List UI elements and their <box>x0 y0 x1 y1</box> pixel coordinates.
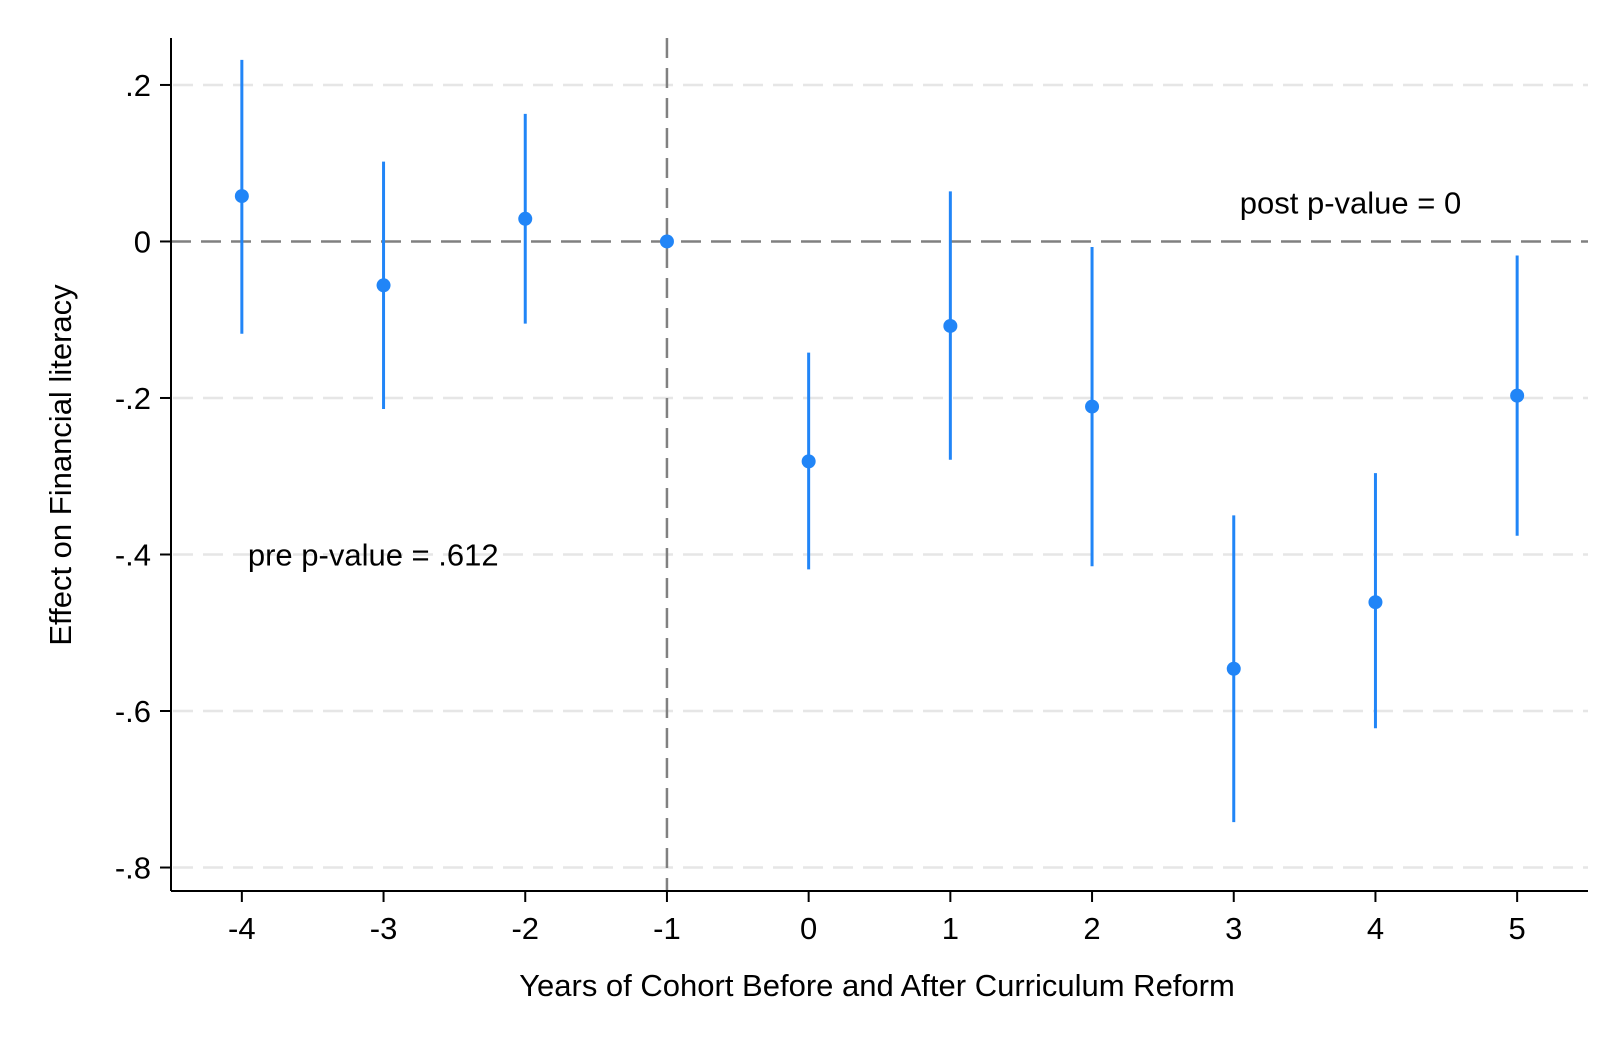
point-estimate <box>1085 399 1100 414</box>
x-tick-label: 4 <box>1367 911 1384 946</box>
x-axis-title: Years of Cohort Before and After Curricu… <box>519 968 1235 1003</box>
x-tick-label: 2 <box>1083 911 1100 946</box>
point-estimate <box>1510 388 1525 403</box>
reference-lines <box>171 38 1588 891</box>
y-tick-label: .2 <box>125 68 151 103</box>
x-tick-label: -2 <box>511 911 539 946</box>
y-tick-label: -.8 <box>115 851 151 886</box>
axes <box>170 38 1588 892</box>
confidence-intervals <box>240 59 1519 823</box>
y-tick-label: -.2 <box>115 381 151 416</box>
x-tick-label: -4 <box>228 911 256 946</box>
pre-p-value-annotation: pre p-value = .612 <box>248 537 499 572</box>
y-tick-label: -.6 <box>115 694 151 729</box>
point-estimates <box>234 189 1525 676</box>
point-estimate <box>1226 661 1241 676</box>
x-tick-label: 1 <box>942 911 959 946</box>
point-estimate <box>518 211 533 226</box>
x-tick-label: 5 <box>1509 911 1526 946</box>
point-estimate <box>943 318 958 333</box>
point-estimate <box>659 234 674 249</box>
annotations: pre p-value = .612 post p-value = 0 <box>248 185 1461 572</box>
point-estimate <box>376 278 391 293</box>
point-estimate <box>234 189 249 204</box>
x-axis-ticks: -4 -3 -2 -1 0 1 2 3 4 5 <box>228 891 1526 946</box>
y-axis-title: Effect on Financial literacy <box>43 284 78 646</box>
point-estimate <box>1368 595 1383 610</box>
post-p-value-annotation: post p-value = 0 <box>1240 185 1461 220</box>
x-tick-label: -1 <box>653 911 681 946</box>
x-tick-label: 0 <box>800 911 817 946</box>
gridlines <box>173 83 1588 869</box>
y-axis-ticks: .2 0 -.2 -.4 -.6 -.8 <box>115 68 171 886</box>
x-tick-label: -3 <box>370 911 398 946</box>
point-estimate <box>801 454 816 469</box>
y-tick-label: 0 <box>134 224 151 259</box>
x-tick-label: 3 <box>1225 911 1242 946</box>
y-tick-label: -.4 <box>115 537 151 572</box>
